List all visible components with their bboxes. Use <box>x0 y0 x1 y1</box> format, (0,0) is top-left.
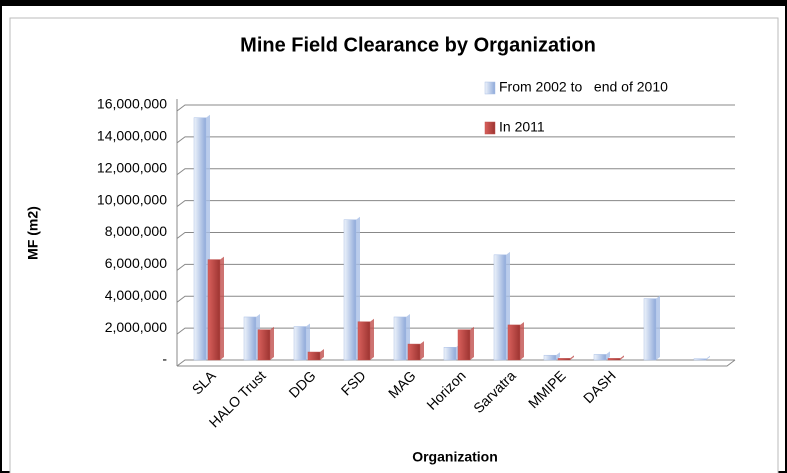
y-tick-label: 14,000,000 <box>97 128 167 144</box>
bar-side <box>270 326 274 360</box>
top-bar <box>0 0 787 6</box>
bar <box>643 298 657 361</box>
y-tick-label: 4,000,000 <box>105 287 167 303</box>
bar-side <box>706 355 710 360</box>
grid-line <box>176 263 735 271</box>
bar-side <box>320 349 324 360</box>
bar <box>457 329 471 361</box>
bar <box>357 321 371 361</box>
bar-side <box>220 256 224 360</box>
legend-swatch <box>484 121 496 135</box>
bar <box>257 329 271 361</box>
bar-side <box>470 326 474 360</box>
legend-swatch <box>484 81 496 95</box>
floor <box>177 359 736 367</box>
bar <box>393 316 407 361</box>
bar-side <box>520 321 524 360</box>
bar <box>443 347 457 361</box>
y-tick-label: 12,000,000 <box>97 159 167 175</box>
bar <box>407 343 421 361</box>
bar-side <box>620 355 624 360</box>
y-axis-title: MF (m2) <box>25 206 41 260</box>
bar <box>293 326 307 361</box>
bar-side <box>556 352 560 360</box>
y-tick-label: 16,000,000 <box>97 96 167 112</box>
bar <box>307 351 321 361</box>
bar <box>243 316 257 361</box>
bar-side <box>306 323 310 360</box>
bar-side <box>606 351 610 360</box>
bar-side <box>656 295 660 360</box>
chart-title: Mine Field Clearance by Organization <box>240 34 596 56</box>
legend-label: From 2002 to end of 2010 <box>499 79 668 95</box>
bar-side <box>570 355 574 360</box>
y-tick-label: 8,000,000 <box>105 223 167 239</box>
bar <box>543 354 557 361</box>
bar <box>193 117 207 361</box>
grid-line <box>176 136 735 144</box>
x-axis-title: Organization <box>412 449 498 465</box>
bar <box>593 354 607 361</box>
y-tick-label: 2,000,000 <box>105 319 167 335</box>
grid-line <box>176 295 735 303</box>
y-tick-label: 10,000,000 <box>97 191 167 207</box>
y-tick-label: 6,000,000 <box>105 255 167 271</box>
bar <box>493 254 507 361</box>
legend-label: In 2011 <box>499 119 545 135</box>
bar <box>507 324 521 361</box>
bar <box>207 259 221 361</box>
bar <box>343 219 357 361</box>
y-tick-label: - <box>162 351 167 367</box>
chart-area <box>9 17 779 473</box>
bar <box>693 358 707 361</box>
grid-line <box>176 104 735 112</box>
bar <box>607 358 621 361</box>
grid-line <box>176 232 735 239</box>
bar <box>557 358 571 361</box>
grid-line <box>176 327 735 335</box>
grid-line <box>176 168 735 176</box>
grid-line <box>176 200 735 208</box>
bar-side <box>420 341 424 360</box>
bar-side <box>370 318 374 360</box>
